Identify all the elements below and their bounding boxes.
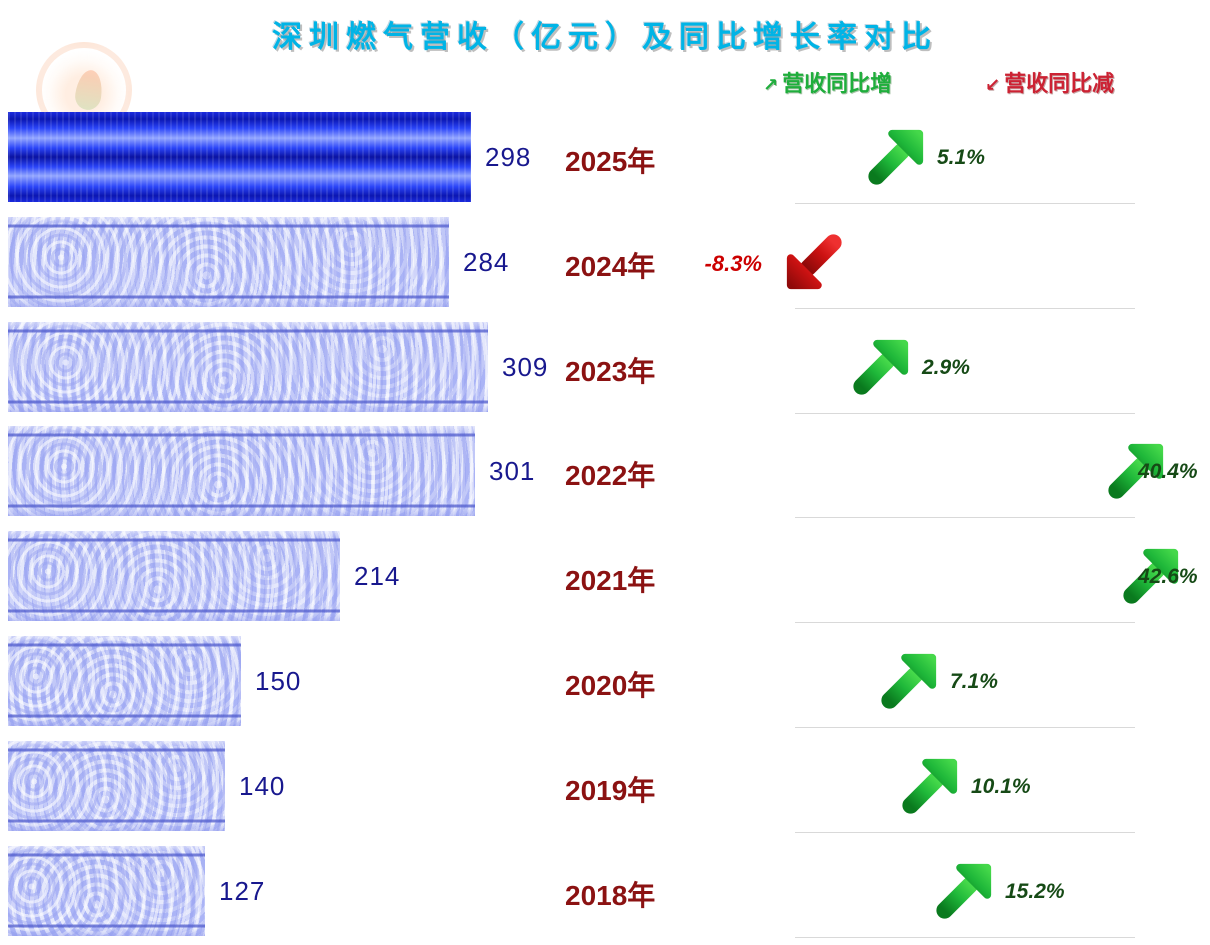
growth-up-arrow-icon <box>865 126 927 188</box>
revenue-bar <box>8 322 488 412</box>
year-label: 2022年 <box>565 460 656 491</box>
revenue-value-label: 298 <box>485 142 532 172</box>
chart-row: 298 2025年 5.1% <box>0 112 1210 217</box>
revenue-bar <box>8 531 340 621</box>
year-label: 2018年 <box>565 880 656 911</box>
row-divider <box>795 832 1135 833</box>
growth-up-arrow-icon <box>878 650 940 712</box>
chart-title: 深圳燃气营收（亿元）及同比增长率对比 <box>272 21 938 54</box>
revenue-value-label: 309 <box>502 352 549 382</box>
growth-up-arrow-icon <box>933 860 995 922</box>
up-arrow-icon: ↗ <box>763 75 779 95</box>
revenue-value-label: 284 <box>463 247 510 277</box>
row-divider <box>795 727 1135 728</box>
legend-decrease-label: 营收同比减 <box>1004 71 1115 96</box>
revenue-bar <box>8 636 241 726</box>
growth-rate-label: 10.1% <box>971 775 1031 798</box>
chart-row: 309 2023年 2.9% <box>0 322 1210 427</box>
legend-decrease: ↙ 营收同比减 <box>985 66 1114 98</box>
chart-row: 140 2019年 10.1% <box>0 741 1210 846</box>
revenue-value-label: 127 <box>219 876 266 906</box>
growth-rate-label: -8.3% <box>704 251 762 276</box>
chart-row: 301 2022年 40.4% <box>0 426 1210 531</box>
revenue-bar <box>8 741 225 831</box>
revenue-bar <box>8 846 205 936</box>
row-divider <box>795 517 1135 518</box>
growth-up-arrow-icon <box>1120 545 1182 607</box>
row-divider <box>795 413 1135 414</box>
growth-up-arrow-icon <box>899 755 961 817</box>
row-divider <box>795 937 1135 938</box>
year-label: 2023年 <box>565 356 656 387</box>
chart-row: 127 2018年 15.2% <box>0 846 1210 945</box>
year-label: 2021年 <box>565 565 656 596</box>
year-label: 2019年 <box>565 775 656 806</box>
growth-rate-label: 40.4% <box>1138 460 1198 483</box>
chart-legend: ↗ 营收同比增 ↙ 营收同比减 <box>0 66 1210 96</box>
growth-rate-label: 7.1% <box>950 670 998 693</box>
year-label: 2020年 <box>565 670 656 701</box>
row-divider <box>795 622 1135 623</box>
growth-rate-label: 5.1% <box>937 146 985 169</box>
year-label: 2025年 <box>565 146 656 177</box>
revenue-bar <box>8 217 449 307</box>
revenue-bar <box>8 426 475 516</box>
growth-up-arrow-icon <box>1105 440 1167 502</box>
row-divider <box>795 308 1135 309</box>
revenue-value-label: 140 <box>239 771 286 801</box>
chart-row: 150 2020年 7.1% <box>0 636 1210 741</box>
legend-increase-label: 营收同比增 <box>782 71 893 96</box>
year-label: 2024年 <box>565 251 656 282</box>
chart-row: 284 2024年 -8.3% <box>0 217 1210 322</box>
growth-up-arrow-icon <box>850 336 912 398</box>
legend-increase: ↗ 营收同比增 <box>763 66 892 98</box>
growth-rate-label: 2.9% <box>922 356 970 379</box>
revenue-value-label: 150 <box>255 666 302 696</box>
row-divider <box>795 203 1135 204</box>
growth-rate-label: 42.6% <box>1138 565 1198 588</box>
chart-row: 214 2021年 42.6% <box>0 531 1210 636</box>
growth-down-arrow-icon <box>783 231 845 293</box>
revenue-value-label: 301 <box>489 456 536 486</box>
revenue-value-label: 214 <box>354 561 401 591</box>
growth-rate-label: 15.2% <box>1005 880 1065 903</box>
down-arrow-icon: ↙ <box>985 75 1001 95</box>
revenue-bar <box>8 112 471 202</box>
